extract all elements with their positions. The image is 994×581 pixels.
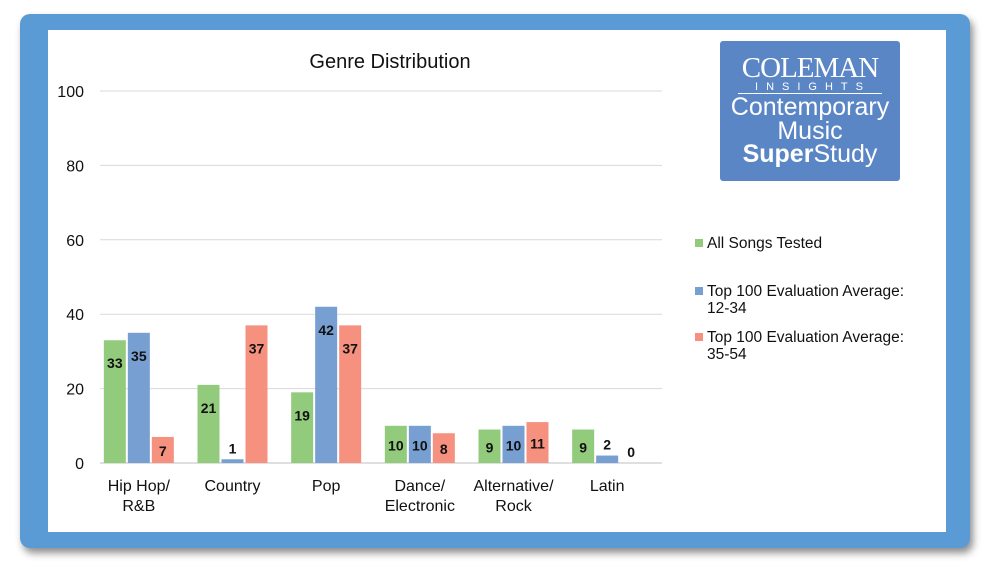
legend-label: 35-54 [707, 346, 747, 363]
x-tick-label: Country [204, 478, 260, 495]
data-label: 21 [201, 400, 217, 416]
bar [339, 325, 362, 463]
y-tick-label: 60 [66, 233, 84, 250]
bar [245, 325, 268, 463]
bar [526, 422, 549, 463]
logo-line: INSIGHTS [738, 82, 882, 94]
data-label: 10 [412, 437, 428, 453]
x-tick-label: Dance/ [394, 478, 445, 495]
bar [478, 429, 501, 463]
bar [315, 306, 338, 463]
bar [572, 429, 595, 463]
legend-swatch [695, 333, 703, 341]
bar [127, 332, 150, 463]
data-label: 35 [131, 348, 147, 364]
data-label: 19 [294, 407, 310, 423]
data-label: 37 [342, 340, 358, 356]
legend-item: Top 100 Evaluation Average: 12-34 [695, 283, 904, 317]
coleman-logo: COLEMAN INSIGHTS Contemporary Music Supe… [720, 41, 900, 181]
chart-title: Genre Distribution [309, 51, 470, 73]
y-tick-label: 20 [66, 382, 84, 399]
bar [502, 425, 525, 463]
data-label: 10 [506, 437, 522, 453]
legend-item: All Songs Tested [695, 235, 822, 252]
x-tick-label: R&B [122, 498, 155, 515]
data-label: 7 [159, 443, 167, 459]
x-tick-label: Latin [590, 478, 625, 495]
data-label: 10 [388, 437, 404, 453]
x-tick-label: Hip Hop/ [108, 478, 171, 495]
bar [103, 340, 126, 463]
x-tick-label: Rock [495, 498, 532, 515]
data-label: 42 [318, 322, 334, 338]
bar [596, 455, 619, 463]
legend-label: All Songs Tested [707, 235, 823, 252]
data-label: 9 [486, 439, 494, 455]
data-label: 9 [579, 439, 587, 455]
data-label: 37 [249, 340, 265, 356]
x-tick-label: Pop [312, 478, 341, 495]
x-tick-label: Electronic [385, 498, 455, 515]
data-label: 33 [107, 355, 123, 371]
data-label: 8 [440, 441, 448, 457]
logo-line: Music [777, 117, 843, 145]
legend-label: Top 100 Evaluation Average: [707, 283, 905, 300]
y-tick-label: 0 [75, 456, 84, 473]
data-label: 2 [603, 437, 611, 453]
legend-label: Top 100 Evaluation Average: [707, 329, 905, 346]
logo-line: Study [813, 140, 878, 168]
bar [197, 384, 220, 463]
bar [408, 425, 431, 463]
legend-swatch [695, 287, 703, 295]
x-tick-label: Alternative/ [473, 478, 554, 495]
legend-item: Top 100 Evaluation Average: 35-54 [695, 329, 904, 363]
bar [291, 392, 314, 463]
bar [221, 459, 244, 463]
logo-line: Super [742, 140, 814, 168]
bar [384, 425, 407, 463]
data-label: 11 [530, 436, 545, 452]
logo-line: Contemporary [730, 93, 890, 121]
legend-label: 12-34 [707, 300, 747, 317]
data-label: 0 [627, 444, 635, 460]
y-tick-label: 40 [66, 307, 84, 324]
y-tick-label: 100 [57, 84, 84, 101]
logo-line: COLEMAN [741, 52, 879, 84]
legend-swatch [695, 239, 703, 247]
bar [151, 436, 174, 463]
data-label: 1 [229, 440, 237, 456]
y-tick-label: 80 [66, 158, 84, 175]
bar [432, 433, 455, 463]
